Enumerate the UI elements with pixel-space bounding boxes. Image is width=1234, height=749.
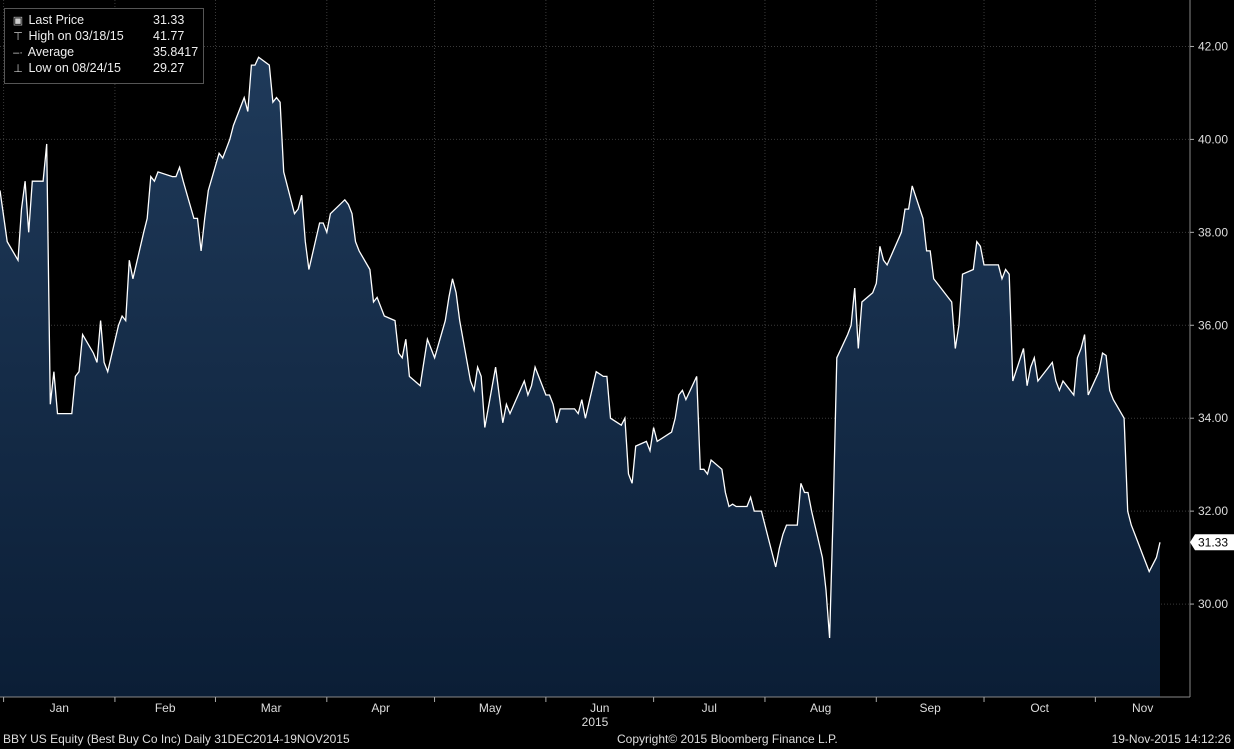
x-tick-label: Feb <box>155 701 176 715</box>
y-tick-label: 38.00 <box>1198 225 1228 239</box>
last-price-tag-label: 31.33 <box>1198 535 1228 549</box>
x-tick-label: Sep <box>919 701 941 715</box>
y-tick-label: 36.00 <box>1198 318 1228 332</box>
y-tick-label: 42.00 <box>1198 39 1228 53</box>
legend-label: High on 03/18/15 <box>28 29 124 43</box>
low-marker-icon: ⊥ <box>13 63 23 75</box>
y-axis-ticks: 30.00 32.00 34.00 36.00 38.00 40.00 42.00 <box>1190 39 1228 611</box>
average-marker-icon: –· <box>13 47 23 59</box>
x-tick-label: Jan <box>50 701 69 715</box>
x-tick-label: Jun <box>590 701 609 715</box>
legend-value: 35.8417 <box>153 45 199 59</box>
price-area <box>0 57 1160 697</box>
x-axis-year-label: 2015 <box>582 715 609 729</box>
timestamp: 19-Nov-2015 14:12:26 <box>1111 732 1231 746</box>
y-tick-label: 40.00 <box>1198 132 1228 146</box>
y-tick-label: 34.00 <box>1198 411 1228 425</box>
legend-item-high: ⊤ High on 03/18/15 41.77 <box>11 28 184 44</box>
legend-value: 41.77 <box>153 29 185 43</box>
x-tick-label: Nov <box>1132 701 1153 715</box>
last-price-tag: 31.33 <box>1190 534 1234 551</box>
x-tick-label: Aug <box>810 701 831 715</box>
high-marker-icon: ⊤ <box>13 31 23 43</box>
chart-legend: ▣ Last Price 31.33 ⊤ High on 03/18/15 41… <box>4 8 204 84</box>
legend-value: 31.33 <box>153 13 185 27</box>
security-description: BBY US Equity (Best Buy Co Inc) Daily 31… <box>3 732 350 746</box>
legend-value: 29.27 <box>153 61 185 75</box>
y-tick-label: 32.00 <box>1198 504 1228 518</box>
legend-label: Average <box>27 45 75 59</box>
x-axis-ticks: Jan Feb Mar Apr May Jun Jul Aug Sep Oct Nov <box>3 697 1153 715</box>
legend-item-last-price: ▣ Last Price 31.33 <box>11 12 184 28</box>
y-tick-label: 30.00 <box>1198 597 1228 611</box>
x-tick-label: Oct <box>1030 701 1049 715</box>
x-tick-label: Apr <box>371 701 390 715</box>
x-tick-label: Jul <box>702 701 717 715</box>
filled-square-icon: ▣ <box>12 15 24 27</box>
legend-label: Last Price <box>28 13 85 27</box>
last-price-tag-box <box>1190 534 1234 551</box>
legend-label: Low on 08/24/15 <box>28 61 121 75</box>
legend-item-average: –· Average 35.8417 <box>11 44 198 60</box>
copyright-text: Copyright© 2015 Bloomberg Finance L.P. <box>617 732 838 746</box>
x-tick-label: May <box>479 701 502 715</box>
x-tick-label: Mar <box>261 701 282 715</box>
price-line <box>0 56 1161 639</box>
legend-item-low: ⊥ Low on 08/24/15 29.27 <box>11 60 184 76</box>
